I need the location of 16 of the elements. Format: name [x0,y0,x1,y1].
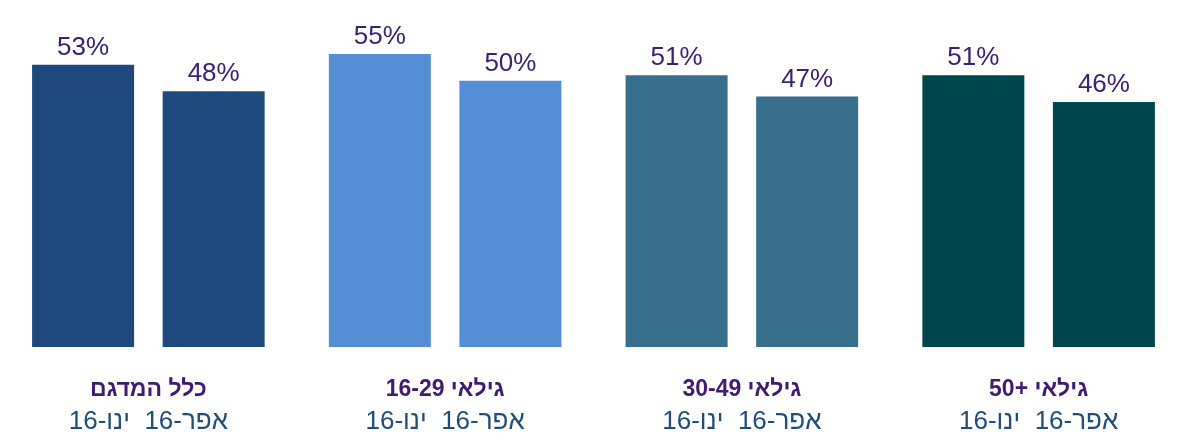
text: אפר-16 ינו-16 [365,405,525,435]
data-label: 51% [650,41,703,72]
x-tick-label: גילאי 16-29 [385,375,505,401]
text: אפר-16 ינו-16 [662,405,822,435]
data-label: 53% [57,30,110,61]
data-label: 47% [781,62,834,93]
data-label: 50% [484,46,537,77]
data-label: 55% [353,20,406,50]
data-label: 48% [187,57,240,88]
x-tick-label: גילאי +50 [989,375,1089,401]
text: אפר-16 ינו-16 [68,405,229,435]
x-tick-label: גילאי 30-49 [682,375,802,401]
data-label: 46% [1077,67,1130,98]
data-label: 51% [947,41,1000,72]
text: אפר-16 ינו-16 [958,405,1119,435]
x-tick-label: כלל המדגם [89,375,207,401]
